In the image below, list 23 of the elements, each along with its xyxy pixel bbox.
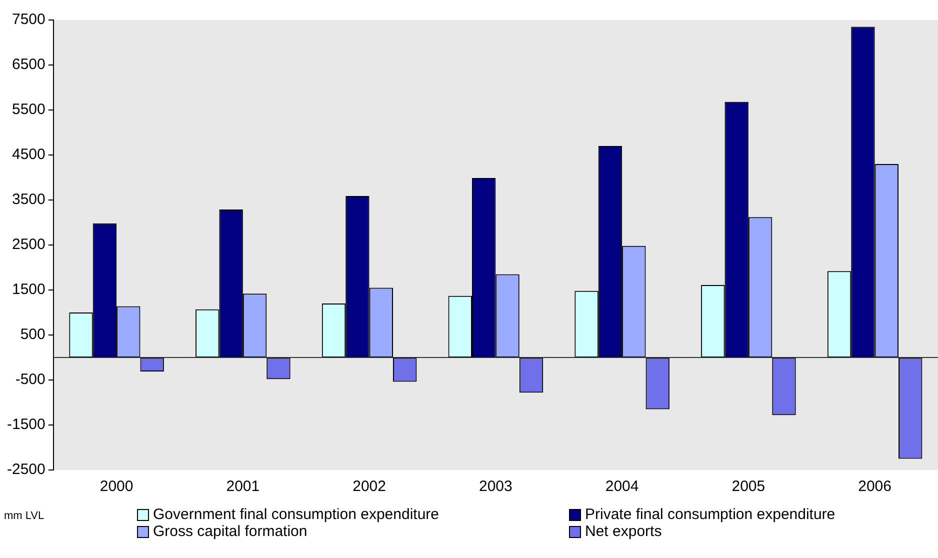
x-tick-label: 2000 [100,478,134,496]
y-tick-label: 3500 [12,191,46,208]
x-tick-label: 2004 [605,478,639,496]
x-tick-label: 2005 [732,478,766,496]
x-tick-label: 2003 [478,478,512,496]
y-tick-label: -1500 [6,416,46,434]
y-tick-label: -500 [15,371,46,388]
y-tick-label: 5500 [12,101,46,118]
x-tick-label: 2001 [226,478,260,496]
x-tick-label: 2002 [352,478,386,496]
legend-label: Government final consumption expenditure [153,506,439,523]
legend-label: Private final consumption expenditure [585,506,836,523]
y-tick-label: -2500 [6,461,46,478]
y-tick-label: 500 [20,326,46,344]
y-tick-label: 2500 [12,236,46,254]
y-tick-label: 1500 [12,281,46,298]
y-tick-label: 6500 [12,56,46,74]
y-tick-label: 4500 [12,146,46,164]
y-axis-title: mm LVL [4,510,44,522]
y-tick-label: 7500 [12,11,46,28]
x-tick-label: 2006 [858,478,892,496]
legend-label: Gross capital formation [153,523,308,540]
legend-label: Net exports [585,523,662,540]
